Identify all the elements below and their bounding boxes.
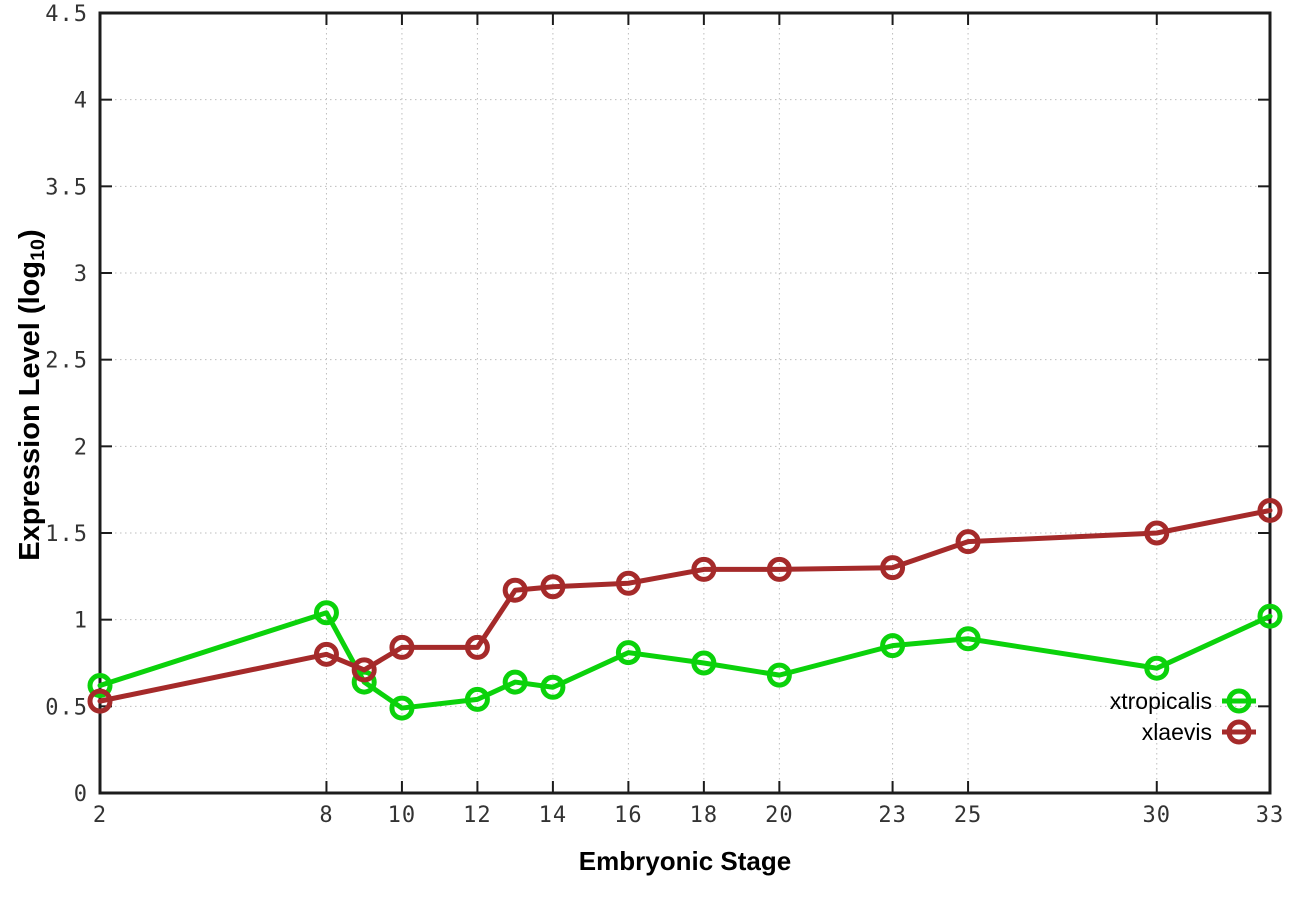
y-tick-label: 2.5	[45, 349, 88, 374]
x-tick-label: 12	[463, 803, 492, 828]
x-tick-label: 33	[1256, 803, 1285, 828]
x-tick-label: 25	[954, 803, 983, 828]
x-tick-label: 8	[319, 803, 333, 828]
series-marker-xlaevis	[1257, 497, 1283, 523]
y-tick-label: 0.5	[45, 695, 88, 720]
x-axis-title: Embryonic Stage	[578, 846, 792, 876]
series-marker-xtropicalis	[880, 633, 906, 659]
series-marker-xtropicalis	[1257, 603, 1283, 629]
series-marker-xlaevis	[1144, 520, 1170, 546]
y-axis-title-subscript: 10	[26, 239, 49, 261]
series-marker-xlaevis	[766, 556, 792, 582]
y-axis-title-close: )	[14, 229, 46, 239]
series-marker-xtropicalis	[1144, 655, 1170, 681]
y-tick-label: 3.5	[45, 175, 88, 200]
y-axis-title-text: Expression Level (log	[14, 260, 46, 561]
series-marker-xlaevis	[955, 529, 981, 555]
series-marker-xlaevis	[691, 556, 717, 582]
series-line-xlaevis	[97, 507, 1273, 704]
series-marker-xlaevis	[351, 657, 377, 683]
y-tick-label: 0	[74, 782, 88, 807]
series-marker-xlaevis	[502, 577, 528, 603]
series-marker-xtropicalis	[766, 662, 792, 688]
series-marker-xlaevis	[615, 570, 641, 596]
series-marker-xtropicalis	[313, 600, 339, 626]
y-tick-label: 4.5	[45, 2, 88, 27]
y-axis-title: Expression Level (log10)	[14, 5, 50, 785]
y-tick-label: 4	[74, 89, 88, 114]
x-tick-label: 16	[614, 803, 643, 828]
legend-label-xtropicalis: xtropicalis	[1110, 688, 1212, 714]
x-tick-label: 23	[878, 803, 907, 828]
series-marker-xlaevis	[389, 634, 415, 660]
series-marker-xtropicalis	[615, 640, 641, 666]
legend-marker-icon	[1226, 688, 1252, 714]
legend-marker-icon	[1226, 719, 1252, 745]
x-tick-label: 18	[690, 803, 719, 828]
y-tick-label: 2	[74, 435, 88, 460]
x-tick-label: 14	[539, 803, 568, 828]
y-tick-label: 1.5	[45, 522, 88, 547]
series-marker-xlaevis	[880, 555, 906, 581]
x-tick-label: 2	[93, 803, 107, 828]
legend-label-xlaevis: xlaevis	[1142, 719, 1212, 745]
x-tick-label: 10	[388, 803, 417, 828]
x-tick-label: 30	[1143, 803, 1172, 828]
series-marker-xtropicalis	[502, 669, 528, 695]
plot-border	[98, 11, 1272, 795]
series-marker-xtropicalis	[87, 673, 113, 699]
series-marker-xlaevis	[313, 641, 339, 667]
series-marker-xtropicalis	[955, 626, 981, 652]
y-tick-label: 3	[74, 262, 88, 287]
series-marker-xlaevis	[464, 634, 490, 660]
series-marker-xtropicalis	[464, 686, 490, 712]
series-line-xtropicalis	[97, 610, 1273, 711]
x-tick-label: 20	[765, 803, 794, 828]
series-marker-xlaevis	[540, 574, 566, 600]
y-tick-label: 1	[74, 609, 88, 634]
series-marker-xtropicalis	[540, 674, 566, 700]
series-marker-xtropicalis	[691, 650, 717, 676]
series-marker-xlaevis	[87, 688, 113, 714]
series-marker-xtropicalis	[389, 695, 415, 721]
